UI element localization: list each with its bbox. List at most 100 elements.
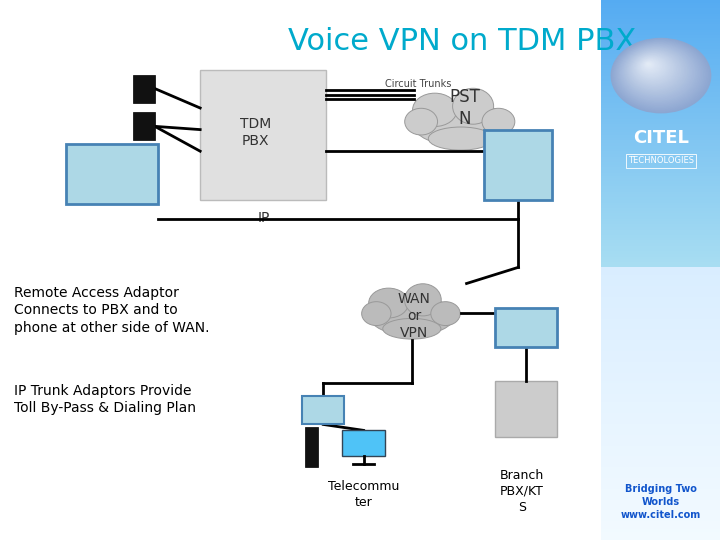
Bar: [601, 35, 720, 38]
Bar: [601, 243, 720, 246]
Text: CITEL: CITEL: [633, 129, 689, 147]
Text: Telecommu
ter: Telecommu ter: [328, 480, 400, 509]
Bar: [601, 105, 720, 108]
Circle shape: [645, 62, 653, 68]
Bar: [601, 405, 720, 408]
Bar: [601, 170, 720, 173]
Bar: [601, 386, 720, 389]
Bar: [601, 246, 720, 248]
Circle shape: [613, 40, 706, 110]
FancyBboxPatch shape: [305, 427, 318, 467]
Bar: [601, 529, 720, 532]
Bar: [601, 124, 720, 127]
Bar: [601, 394, 720, 397]
Text: Remote
Access: Remote Access: [83, 166, 140, 195]
Circle shape: [646, 63, 651, 66]
Bar: [601, 416, 720, 418]
Circle shape: [619, 44, 697, 102]
Bar: [601, 429, 720, 432]
Bar: [601, 300, 720, 302]
Bar: [601, 113, 720, 116]
Bar: [601, 494, 720, 497]
Bar: [601, 456, 720, 459]
Circle shape: [642, 59, 659, 72]
Ellipse shape: [431, 302, 460, 326]
Bar: [601, 421, 720, 424]
Bar: [601, 313, 720, 316]
Bar: [601, 470, 720, 472]
Bar: [601, 14, 720, 16]
Bar: [601, 146, 720, 148]
Bar: [601, 383, 720, 386]
Bar: [601, 526, 720, 529]
Ellipse shape: [453, 88, 494, 124]
Bar: [601, 302, 720, 305]
Ellipse shape: [405, 109, 438, 135]
Circle shape: [627, 50, 683, 91]
Bar: [601, 451, 720, 454]
Bar: [601, 219, 720, 221]
Bar: [601, 119, 720, 122]
Text: Bridging Two
Worlds
www.citel.com: Bridging Two Worlds www.citel.com: [621, 484, 701, 521]
Bar: [601, 8, 720, 11]
Bar: [601, 24, 720, 27]
Bar: [601, 162, 720, 165]
Bar: [601, 491, 720, 494]
Bar: [601, 5, 720, 8]
Bar: [601, 521, 720, 524]
Bar: [601, 216, 720, 219]
Bar: [601, 154, 720, 157]
Text: IP Trunk Adaptors Provide
Toll By-Pass & Dialing Plan: IP Trunk Adaptors Provide Toll By-Pass &…: [14, 384, 197, 415]
Bar: [601, 343, 720, 346]
Bar: [601, 497, 720, 500]
Bar: [601, 138, 720, 140]
Circle shape: [644, 61, 654, 69]
Bar: [601, 57, 720, 59]
Bar: [601, 440, 720, 443]
FancyBboxPatch shape: [484, 130, 552, 200]
Bar: [601, 427, 720, 429]
Bar: [601, 176, 720, 178]
Bar: [601, 224, 720, 227]
Bar: [601, 27, 720, 30]
Bar: [601, 132, 720, 135]
Circle shape: [622, 45, 693, 98]
Bar: [601, 329, 720, 332]
Bar: [601, 92, 720, 94]
Bar: [601, 43, 720, 46]
Bar: [601, 19, 720, 22]
Bar: [601, 308, 720, 310]
Circle shape: [635, 55, 670, 81]
Circle shape: [634, 54, 672, 82]
Circle shape: [629, 51, 680, 89]
Bar: [601, 70, 720, 73]
FancyBboxPatch shape: [66, 144, 158, 204]
Text: Circuit Trunks: Circuit Trunks: [385, 79, 451, 89]
Bar: [601, 89, 720, 92]
Bar: [601, 481, 720, 483]
Bar: [601, 230, 720, 232]
Bar: [601, 362, 720, 364]
Bar: [601, 321, 720, 324]
Bar: [601, 259, 720, 262]
FancyBboxPatch shape: [495, 308, 557, 347]
Circle shape: [614, 40, 705, 109]
Bar: [601, 432, 720, 435]
Bar: [601, 381, 720, 383]
Bar: [601, 273, 720, 275]
Bar: [601, 248, 720, 251]
Bar: [601, 173, 720, 176]
Bar: [601, 208, 720, 211]
Bar: [601, 86, 720, 89]
Bar: [601, 127, 720, 130]
Bar: [601, 338, 720, 340]
Bar: [601, 275, 720, 278]
Circle shape: [626, 49, 685, 92]
Bar: [601, 68, 720, 70]
Bar: [601, 227, 720, 229]
Bar: [601, 370, 720, 373]
Text: IP: IP: [258, 211, 270, 225]
Circle shape: [629, 50, 681, 90]
Bar: [601, 475, 720, 478]
Bar: [601, 508, 720, 510]
